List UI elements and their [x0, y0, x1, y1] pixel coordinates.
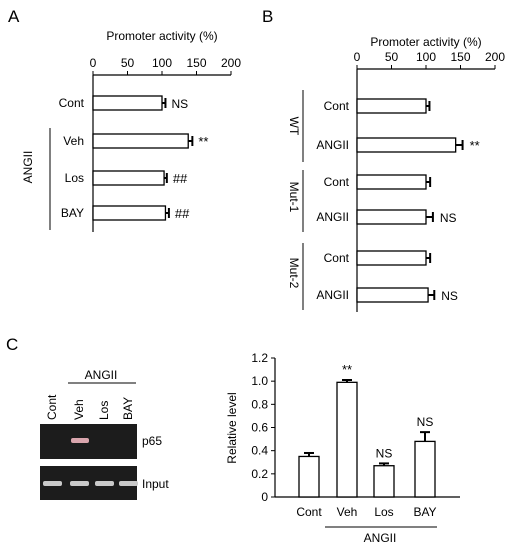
panel-c-category-label: Veh — [337, 505, 358, 519]
panel-b-bar — [356, 98, 427, 114]
panel-c-bar — [298, 455, 320, 498]
panel-b-tick-label: 150 — [450, 50, 470, 64]
gel-lane-label: Cont — [45, 394, 59, 420]
panel-c-tick-label: 0.2 — [251, 467, 268, 481]
panel-c-bar — [373, 465, 395, 498]
gel-group-label: ANGII — [85, 368, 118, 382]
panel-b-chart: Promoter activity (%) WT Mut-1 Mut-2 0 50… — [287, 35, 505, 312]
panel-a-category-label: Cont — [59, 96, 85, 110]
gel-image: ANGII p65 Input Cont Veh Los BAY — [40, 368, 169, 500]
panel-b-group-mut2: Mut-2 — [287, 258, 301, 289]
gel-input-band — [43, 481, 62, 486]
gel-lane-label: BAY — [121, 397, 135, 420]
panel-c-group-label: ANGII — [364, 531, 397, 545]
panel-b-tick-label: 200 — [485, 50, 505, 64]
panel-b-category-label: ANGII — [316, 288, 349, 302]
panel-c-category-label: BAY — [413, 505, 436, 519]
panel-b-group-wt: WT — [287, 117, 301, 136]
panel-a-annotation: NS — [171, 97, 188, 111]
panel-c-tick-label: 1.2 — [251, 351, 268, 365]
panel-c-annotation: NS — [376, 446, 393, 460]
panel-b-group-mut1: Mut-1 — [287, 182, 301, 213]
panel-label-c: C — [6, 335, 18, 354]
gel-input-band — [95, 481, 114, 486]
panel-b-category-label: ANGII — [316, 210, 349, 224]
panel-c-tick-label: 0.6 — [251, 421, 268, 435]
panel-c-tick-label: 0 — [261, 490, 268, 504]
panel-a-annotation: ## — [175, 206, 190, 221]
panel-a-tick-label: 200 — [221, 56, 241, 70]
gel-row-label-input: Input — [142, 477, 169, 491]
panel-b-bar — [356, 287, 429, 303]
panel-b-category-label: ANGII — [316, 138, 349, 152]
panel-b-bar — [356, 250, 427, 266]
panel-a-tick-label: 100 — [152, 56, 172, 70]
panel-c-category-label: Cont — [296, 505, 322, 519]
gel-p65-band — [71, 438, 89, 443]
panel-c-tick-label: 0.8 — [251, 397, 268, 411]
panel-a-annotation: ** — [198, 134, 208, 149]
panel-b-axis-title: Promoter activity (%) — [370, 35, 481, 49]
panel-b-annotation: NS — [440, 211, 457, 225]
panel-a-axis-title: Promoter activity (%) — [106, 29, 217, 43]
panel-b-category-label: Cont — [324, 99, 350, 113]
panel-c-annotation: NS — [417, 415, 434, 429]
panel-a-bar — [92, 170, 165, 186]
panel-b-tick-label: 100 — [416, 50, 436, 64]
panel-b-bar — [356, 209, 427, 225]
panel-a-chart: Promoter activity (%) ANGII 0 50 100 150 200… — [21, 29, 241, 232]
gel-input-band — [119, 481, 138, 486]
panel-c-bar — [336, 381, 358, 498]
panel-label-a: A — [8, 7, 20, 26]
panel-a-category-label: Veh — [63, 134, 84, 148]
panel-b-tick-label: 0 — [354, 50, 361, 64]
panel-c-tick-label: 0.4 — [251, 444, 268, 458]
panel-c-chart: Relative level ANGII 0 0.2 0.4 0.6 0.8 1.0 1.2… — [225, 351, 460, 545]
gel-row-label-p65: p65 — [142, 434, 162, 448]
panel-a-bar — [92, 205, 167, 221]
panel-c-tick-label: 1.0 — [251, 374, 268, 388]
panel-a-tick-label: 50 — [121, 56, 135, 70]
panel-a-category-label: BAY — [61, 206, 84, 220]
panel-a-category-label: Los — [65, 171, 84, 185]
panel-b-annotation: NS — [441, 289, 458, 303]
panel-a-group-label: ANGII — [21, 151, 35, 184]
panel-c-category-label: Los — [374, 505, 393, 519]
panel-label-b: B — [262, 7, 273, 26]
panel-b-tick-label: 50 — [385, 50, 399, 64]
gel-input-band — [70, 481, 89, 486]
panel-a-tick-label: 150 — [186, 56, 206, 70]
panel-b-bar — [356, 137, 457, 153]
panel-b-bar — [356, 174, 427, 190]
panel-b-annotation: ** — [470, 138, 480, 153]
panel-a-bar — [92, 95, 163, 111]
panel-c-bar — [414, 440, 436, 498]
gel-lane-label: Los — [97, 401, 111, 420]
panel-a-tick-label: 0 — [90, 56, 97, 70]
panel-c-axis-title: Relative level — [225, 392, 239, 463]
panel-b-category-label: Cont — [324, 251, 350, 265]
panel-c-annotation: ** — [342, 362, 352, 377]
gel-lane-label: Veh — [72, 399, 86, 420]
panel-a-bar — [92, 133, 189, 149]
panel-b-category-label: Cont — [324, 175, 350, 189]
panel-a-annotation: ## — [173, 171, 188, 186]
